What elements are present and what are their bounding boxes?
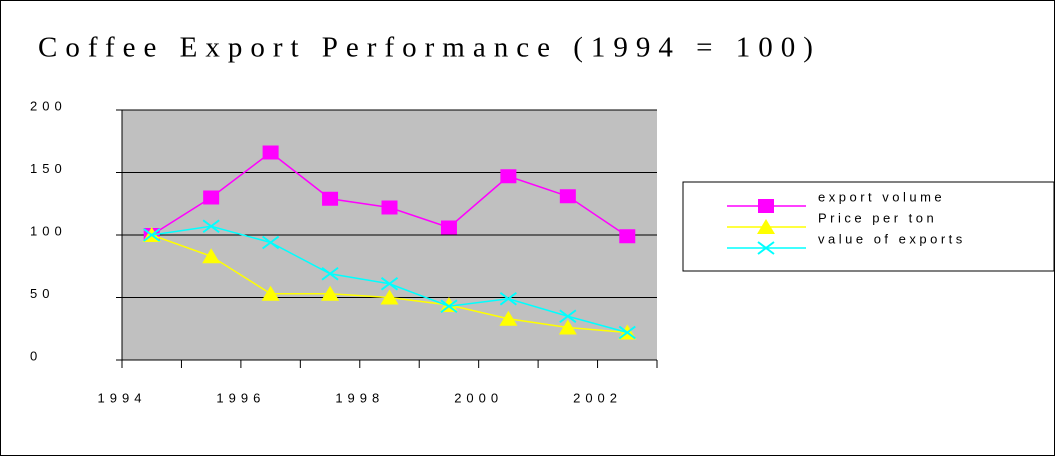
legend-marker	[757, 219, 775, 234]
marker	[559, 189, 576, 204]
legend-marker	[757, 241, 775, 255]
marker	[558, 319, 577, 335]
marker	[618, 325, 636, 340]
legend-label: Price per ton	[818, 210, 937, 225]
x-tick-label: 1998	[335, 390, 384, 405]
marker	[380, 289, 399, 305]
marker	[500, 169, 517, 184]
marker	[440, 299, 458, 314]
marker	[499, 310, 518, 326]
x-tick-label: 2000	[454, 390, 503, 405]
x-tick-label: 1994	[98, 390, 147, 405]
marker	[559, 309, 577, 324]
marker	[619, 229, 636, 244]
y-tick-label: 200	[30, 98, 67, 113]
x-tick-label: 2002	[573, 390, 622, 405]
y-tick-label: 150	[30, 161, 67, 176]
marker	[321, 285, 340, 301]
marker	[321, 266, 339, 281]
y-tick-label: 100	[30, 223, 67, 238]
legend-marker	[758, 199, 774, 213]
marker	[440, 220, 457, 235]
chart-title: Coffee Export Performance (1994 = 100)	[38, 32, 821, 64]
y-tick-label: 50	[30, 286, 54, 301]
marker	[499, 291, 517, 306]
marker	[202, 219, 220, 234]
marker	[203, 190, 220, 205]
legend-label: export volume	[818, 189, 945, 204]
marker	[261, 285, 280, 301]
marker	[380, 276, 399, 291]
marker	[381, 200, 398, 215]
marker	[143, 228, 161, 242]
marker	[439, 297, 458, 312]
x-tick-label: 1996	[216, 390, 265, 405]
legend-label: value of exports	[818, 231, 966, 246]
y-tick-label: 0	[30, 348, 42, 363]
marker	[262, 145, 279, 160]
marker	[322, 191, 339, 206]
marker	[262, 235, 280, 250]
marker	[202, 248, 221, 264]
